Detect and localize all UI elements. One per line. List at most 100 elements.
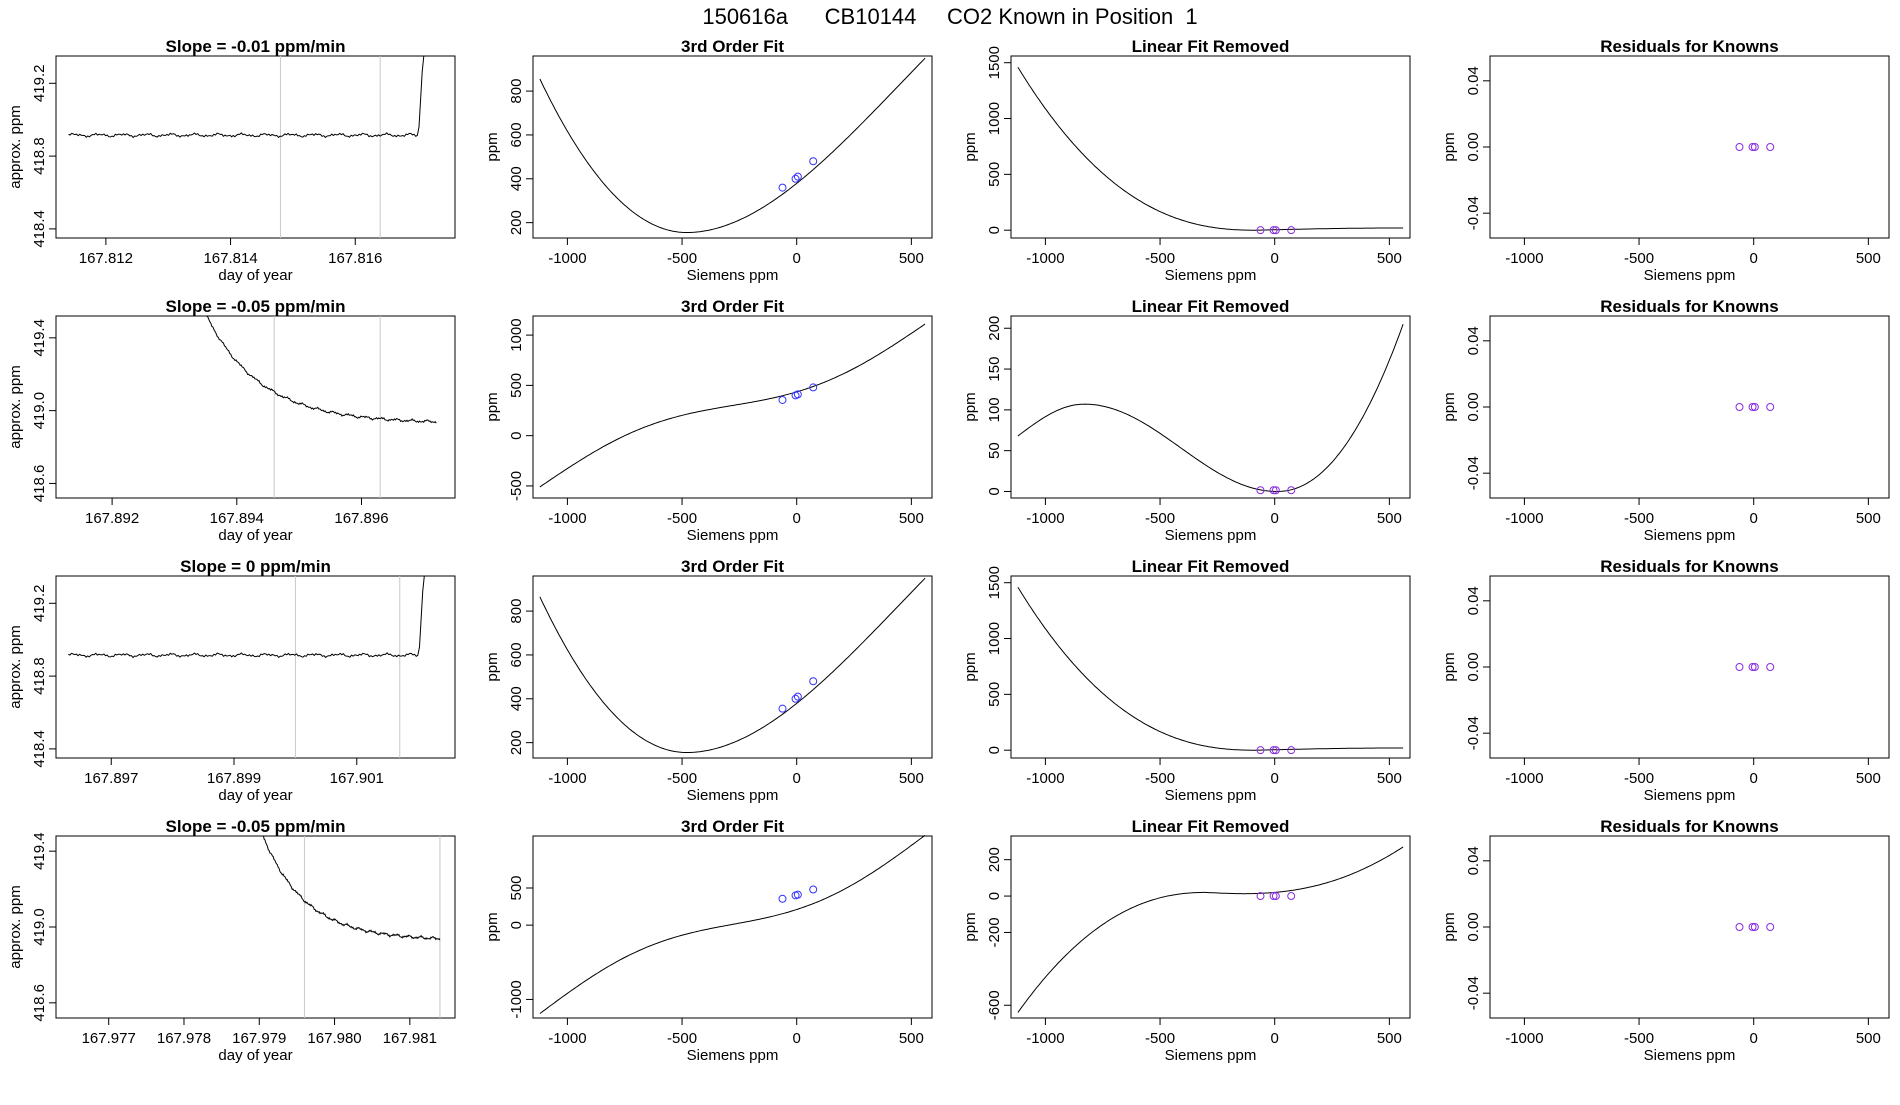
fit-x-tick-label: 0 bbox=[793, 770, 801, 787]
known-point-marker bbox=[778, 894, 787, 903]
timeseries-xlabel: day of year bbox=[218, 787, 292, 804]
linear-removed-title: Linear Fit Removed bbox=[1132, 297, 1290, 316]
residuals-x-tick-label: -500 bbox=[1624, 510, 1654, 527]
timeseries-frame bbox=[55, 315, 456, 499]
residual-point-marker bbox=[1766, 923, 1775, 931]
linear-removed-frame bbox=[1010, 835, 1411, 1019]
fit-x-tick-label: 0 bbox=[793, 510, 801, 527]
linear-removed-y-tick-label: 0 bbox=[986, 226, 1003, 234]
timeseries-line bbox=[259, 835, 441, 941]
residuals-x-tick-label: -1000 bbox=[1505, 510, 1543, 527]
linear-removed-x-tick-label: 500 bbox=[1377, 770, 1402, 787]
fit-y-tick-label: 500 bbox=[508, 875, 525, 900]
residuals-ylabel: ppm bbox=[1441, 392, 1458, 421]
residual-point-marker bbox=[1748, 403, 1757, 411]
linear-removed-y-tick-label: -600 bbox=[986, 990, 1003, 1020]
residual-point-marker bbox=[1735, 663, 1744, 671]
fit-x-tick-label: 500 bbox=[899, 770, 924, 787]
fit-x-tick-label: -1000 bbox=[548, 770, 586, 787]
linear-removed-frame bbox=[1010, 315, 1411, 499]
residuals-frame bbox=[1489, 315, 1890, 499]
fit-x-tick-label: 0 bbox=[793, 250, 801, 267]
residual-point-marker bbox=[1750, 403, 1759, 411]
linear-removed-y-tick-label: 50 bbox=[986, 442, 1003, 459]
linear-removed-title: Linear Fit Removed bbox=[1132, 557, 1290, 576]
linear-removed-curve bbox=[1017, 324, 1404, 492]
residuals-y-tick-label: -0.04 bbox=[1465, 196, 1482, 230]
residuals-x-tick-label: 0 bbox=[1750, 510, 1758, 527]
timeseries-ylabel: approx. ppm bbox=[7, 625, 24, 708]
known-residual-marker bbox=[1287, 226, 1296, 235]
fit-title: 3rd Order Fit bbox=[681, 297, 784, 316]
residuals-xlabel: Siemens ppm bbox=[1644, 1047, 1736, 1064]
known-point-marker bbox=[793, 172, 802, 181]
residuals-x-tick-label: 500 bbox=[1856, 770, 1881, 787]
timeseries-x-tick-label: 167.981 bbox=[383, 1030, 437, 1047]
linear-removed-curve bbox=[1017, 846, 1404, 1013]
residual-point-marker bbox=[1750, 923, 1759, 931]
fit-y-tick-label: 1000 bbox=[508, 318, 525, 351]
fit-ylabel: ppm bbox=[484, 652, 501, 681]
fit-y-tick-label: 0 bbox=[508, 921, 525, 929]
residuals-ylabel: ppm bbox=[1441, 132, 1458, 161]
known-point-marker bbox=[809, 677, 818, 686]
linear-removed-y-tick-label: 1500 bbox=[986, 566, 1003, 599]
linear-removed-x-tick-label: -1000 bbox=[1026, 1030, 1064, 1047]
residual-point-marker bbox=[1735, 143, 1744, 151]
timeseries-x-tick-label: 167.812 bbox=[79, 250, 133, 267]
linear-removed-x-tick-label: -500 bbox=[1145, 770, 1175, 787]
residuals-y-tick-label: 0.04 bbox=[1465, 326, 1482, 355]
fit-title: 3rd Order Fit bbox=[681, 557, 784, 576]
fit-x-tick-label: -500 bbox=[667, 770, 697, 787]
linear-removed-ylabel: ppm bbox=[962, 392, 979, 421]
residuals-x-tick-label: -500 bbox=[1624, 770, 1654, 787]
linear-removed-ylabel: ppm bbox=[962, 912, 979, 941]
known-point-marker bbox=[809, 157, 818, 166]
fit-x-tick-label: 500 bbox=[899, 250, 924, 267]
known-residual-marker bbox=[1271, 746, 1280, 755]
fit-y-tick-label: 400 bbox=[508, 686, 525, 711]
residuals-ylabel: ppm bbox=[1441, 912, 1458, 941]
linear-removed-y-tick-label: -200 bbox=[986, 917, 1003, 947]
residuals-y-tick-label: -0.04 bbox=[1465, 456, 1482, 490]
residuals-x-tick-label: 500 bbox=[1856, 1030, 1881, 1047]
linear-removed-x-tick-label: 0 bbox=[1271, 510, 1279, 527]
fit-y-tick-label: 800 bbox=[508, 79, 525, 104]
timeseries-y-tick-label: 418.4 bbox=[31, 730, 48, 768]
linear-removed-x-tick-label: -500 bbox=[1145, 510, 1175, 527]
known-residual-marker bbox=[1287, 892, 1296, 901]
residuals-title: Residuals for Knowns bbox=[1600, 817, 1779, 836]
linear-removed-x-tick-label: 500 bbox=[1377, 510, 1402, 527]
fit-curve bbox=[539, 577, 926, 753]
timeseries-y-tick-label: 419.4 bbox=[31, 319, 48, 357]
residual-point-marker bbox=[1748, 663, 1757, 671]
linear-removed-xlabel: Siemens ppm bbox=[1165, 787, 1257, 804]
known-residual-marker bbox=[1269, 486, 1278, 495]
timeseries-x-tick-label: 167.894 bbox=[210, 510, 264, 527]
fit-x-tick-label: 0 bbox=[793, 1030, 801, 1047]
fit-x-tick-label: 500 bbox=[899, 1030, 924, 1047]
fit-y-tick-label: 400 bbox=[508, 166, 525, 191]
linear-removed-curve bbox=[1017, 66, 1404, 231]
linear-removed-x-tick-label: -1000 bbox=[1026, 250, 1064, 267]
known-point-marker bbox=[793, 890, 802, 899]
residual-point-marker bbox=[1748, 923, 1757, 931]
known-point-marker bbox=[791, 694, 800, 703]
timeseries-frame bbox=[55, 55, 456, 239]
fit-y-tick-label: -1000 bbox=[508, 980, 525, 1018]
linear-removed-curve bbox=[1017, 586, 1404, 751]
timeseries-title: Slope = -0.05 ppm/min bbox=[166, 297, 346, 316]
residuals-y-tick-label: 0.04 bbox=[1465, 586, 1482, 615]
timeseries-frame bbox=[55, 575, 456, 759]
residuals-x-tick-label: 500 bbox=[1856, 510, 1881, 527]
fit-xlabel: Siemens ppm bbox=[687, 267, 779, 284]
fit-x-tick-label: -500 bbox=[667, 510, 697, 527]
residual-point-marker bbox=[1766, 403, 1775, 411]
fit-xlabel: Siemens ppm bbox=[687, 1047, 779, 1064]
linear-removed-y-tick-label: 1000 bbox=[986, 622, 1003, 655]
fit-x-tick-label: -500 bbox=[667, 250, 697, 267]
known-residual-marker bbox=[1271, 226, 1280, 235]
residuals-xlabel: Siemens ppm bbox=[1644, 787, 1736, 804]
fit-curve bbox=[539, 57, 926, 233]
